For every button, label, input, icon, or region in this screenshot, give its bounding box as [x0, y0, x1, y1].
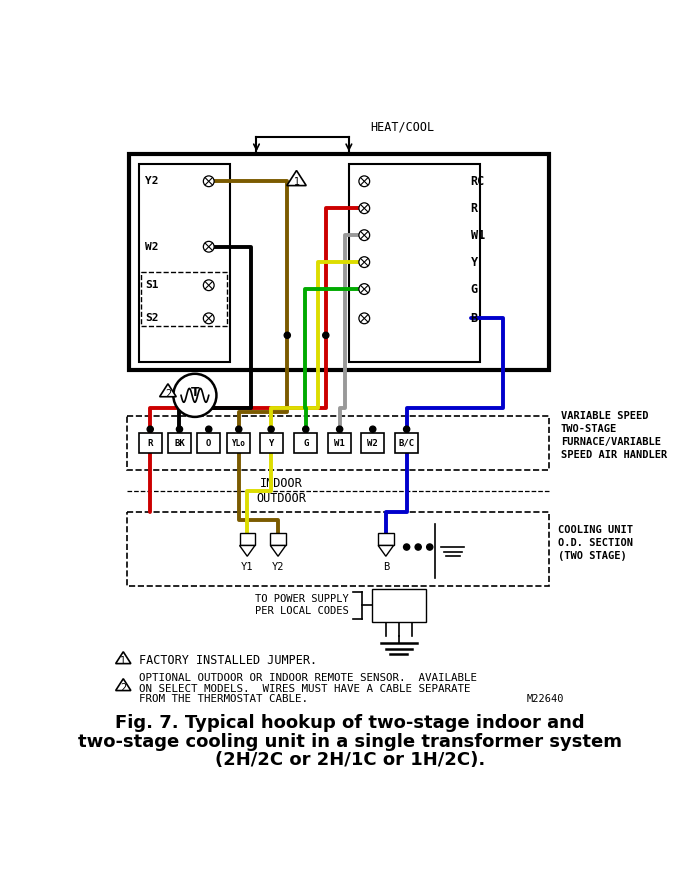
Text: W2: W2 [367, 439, 378, 448]
Circle shape [359, 256, 370, 268]
Text: O: O [206, 439, 212, 448]
Bar [328, 433, 351, 453]
Text: W1: W1 [471, 229, 485, 242]
Polygon shape [270, 546, 285, 556]
Text: Y2: Y2 [272, 562, 284, 573]
Text: ON SELECT MODELS.  WIRES MUST HAVE A CABLE SEPARATE: ON SELECT MODELS. WIRES MUST HAVE A CABL… [139, 684, 471, 693]
Circle shape [268, 426, 274, 432]
Circle shape [415, 544, 421, 550]
Text: 1: 1 [120, 656, 126, 666]
Text: two-stage cooling unit in a single transformer system: two-stage cooling unit in a single trans… [78, 733, 622, 751]
Circle shape [404, 426, 410, 432]
Text: 1: 1 [294, 177, 300, 188]
Bar [130, 155, 549, 370]
Circle shape [322, 332, 329, 338]
Text: Fig. 7. Typical hookup of two-stage indoor and: Fig. 7. Typical hookup of two-stage indo… [115, 714, 585, 733]
Text: YLo: YLo [232, 439, 246, 448]
Text: FROM THE THERMOSTAT CABLE.: FROM THE THERMOSTAT CABLE. [139, 694, 309, 705]
Text: BK: BK [174, 439, 185, 448]
Text: Y1: Y1 [241, 562, 253, 573]
Text: B: B [382, 562, 389, 573]
Circle shape [359, 202, 370, 214]
Text: TO POWER SUPPLY
PER LOCAL CODES: TO POWER SUPPLY PER LOCAL CODES [255, 594, 349, 615]
Bar [141, 272, 227, 326]
Text: R: R [471, 202, 477, 215]
Bar [139, 433, 162, 453]
Bar [168, 433, 191, 453]
Circle shape [204, 242, 214, 252]
Text: OPTIONAL OUTDOOR OR INDOOR REMOTE SENSOR.  AVAILABLE: OPTIONAL OUTDOOR OR INDOOR REMOTE SENSOR… [139, 673, 477, 683]
Circle shape [359, 313, 370, 324]
Circle shape [404, 544, 410, 550]
Text: COOLING UNIT
O.D. SECTION
(TWO STAGE): COOLING UNIT O.D. SECTION (TWO STAGE) [558, 525, 633, 561]
Text: M22640: M22640 [527, 694, 564, 705]
Text: S2: S2 [145, 314, 158, 323]
Bar [227, 433, 251, 453]
Circle shape [147, 426, 153, 432]
Text: G: G [303, 439, 309, 448]
Bar [270, 534, 285, 546]
Text: VARIABLE SPEED
TWO-STAGE
FURNACE/VARIABLE
SPEED AIR HANDLER: VARIABLE SPEED TWO-STAGE FURNACE/VARIABL… [561, 410, 667, 461]
Text: INDOOR: INDOOR [260, 476, 303, 489]
Text: HEAT/COOL: HEAT/COOL [370, 121, 434, 134]
Circle shape [370, 426, 376, 432]
Circle shape [204, 280, 214, 290]
Bar [378, 534, 393, 546]
Circle shape [176, 426, 182, 432]
Bar [260, 433, 283, 453]
Polygon shape [115, 652, 131, 664]
Polygon shape [160, 384, 176, 397]
Bar [127, 416, 549, 470]
Text: G: G [471, 282, 477, 295]
Text: S1: S1 [145, 280, 158, 290]
Text: RC: RC [471, 175, 485, 188]
Polygon shape [378, 546, 393, 556]
Text: 2: 2 [165, 389, 171, 399]
Circle shape [173, 374, 217, 417]
Text: W2: W2 [145, 242, 158, 252]
Bar [197, 433, 221, 453]
Text: Y: Y [471, 255, 477, 269]
Bar [395, 433, 418, 453]
Circle shape [303, 426, 309, 432]
Text: B: B [471, 312, 477, 325]
Circle shape [204, 313, 214, 324]
Polygon shape [287, 170, 306, 186]
Text: Y2: Y2 [145, 176, 158, 186]
Polygon shape [115, 679, 131, 691]
Bar [139, 164, 229, 362]
Circle shape [359, 229, 370, 241]
Bar [294, 433, 318, 453]
Circle shape [204, 176, 214, 187]
Circle shape [359, 283, 370, 295]
Bar [240, 534, 255, 546]
Text: 2: 2 [120, 683, 126, 693]
Text: OUTDOOR: OUTDOOR [256, 492, 306, 505]
Circle shape [337, 426, 343, 432]
Bar [349, 164, 479, 362]
Text: T: T [191, 386, 199, 399]
Text: B/C: B/C [399, 439, 415, 448]
Text: (3 PH
ONLY): (3 PH ONLY) [385, 596, 413, 615]
Bar [372, 589, 426, 621]
Text: Y: Y [268, 439, 274, 448]
Circle shape [236, 426, 242, 432]
Text: W1: W1 [334, 439, 345, 448]
Circle shape [359, 176, 370, 187]
Bar [361, 433, 385, 453]
Text: R: R [148, 439, 153, 448]
Circle shape [284, 332, 290, 338]
Circle shape [206, 426, 212, 432]
Polygon shape [240, 546, 255, 556]
Circle shape [427, 544, 433, 550]
Text: FACTORY INSTALLED JUMPER.: FACTORY INSTALLED JUMPER. [139, 653, 318, 667]
Text: (2H/2C or 2H/1C or 1H/2C).: (2H/2C or 2H/1C or 1H/2C). [214, 752, 485, 769]
Bar [127, 513, 549, 586]
